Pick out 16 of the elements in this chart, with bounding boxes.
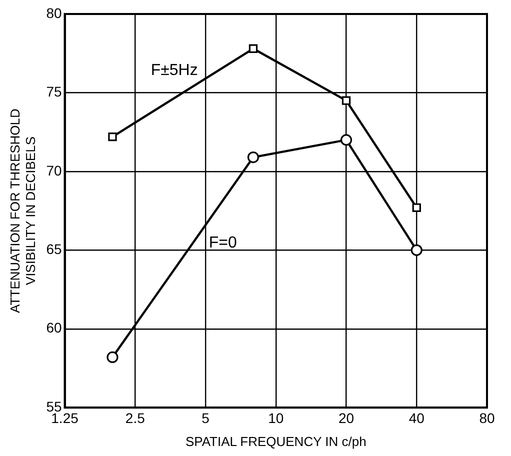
series-label: F=0 — [208, 234, 237, 252]
y-axis-title: ATTENUATION FOR THRESHOLD VISIBILITY IN DECIBELS — [7, 108, 38, 314]
y-tick-label: 65 — [46, 241, 62, 258]
series-label: F±5Hz — [150, 62, 198, 80]
y-tick-label: 55 — [46, 398, 62, 414]
y-tick-label: 80 — [46, 4, 62, 21]
x-tick-label: 2.5 — [125, 410, 146, 426]
x-axis-title: SPATIAL FREQUENCY IN c/ph — [185, 434, 366, 449]
y-tick-label: 60 — [46, 320, 62, 336]
x-tick-label: 5 — [202, 410, 210, 426]
y-tick-label: 70 — [46, 162, 62, 178]
x-tick-label: 40 — [408, 410, 425, 426]
y-tick-label: 75 — [46, 84, 62, 100]
x-tick-label: 10 — [268, 410, 284, 426]
x-tick-label: 20 — [338, 410, 354, 426]
x-tick-label: 80 — [479, 410, 495, 426]
